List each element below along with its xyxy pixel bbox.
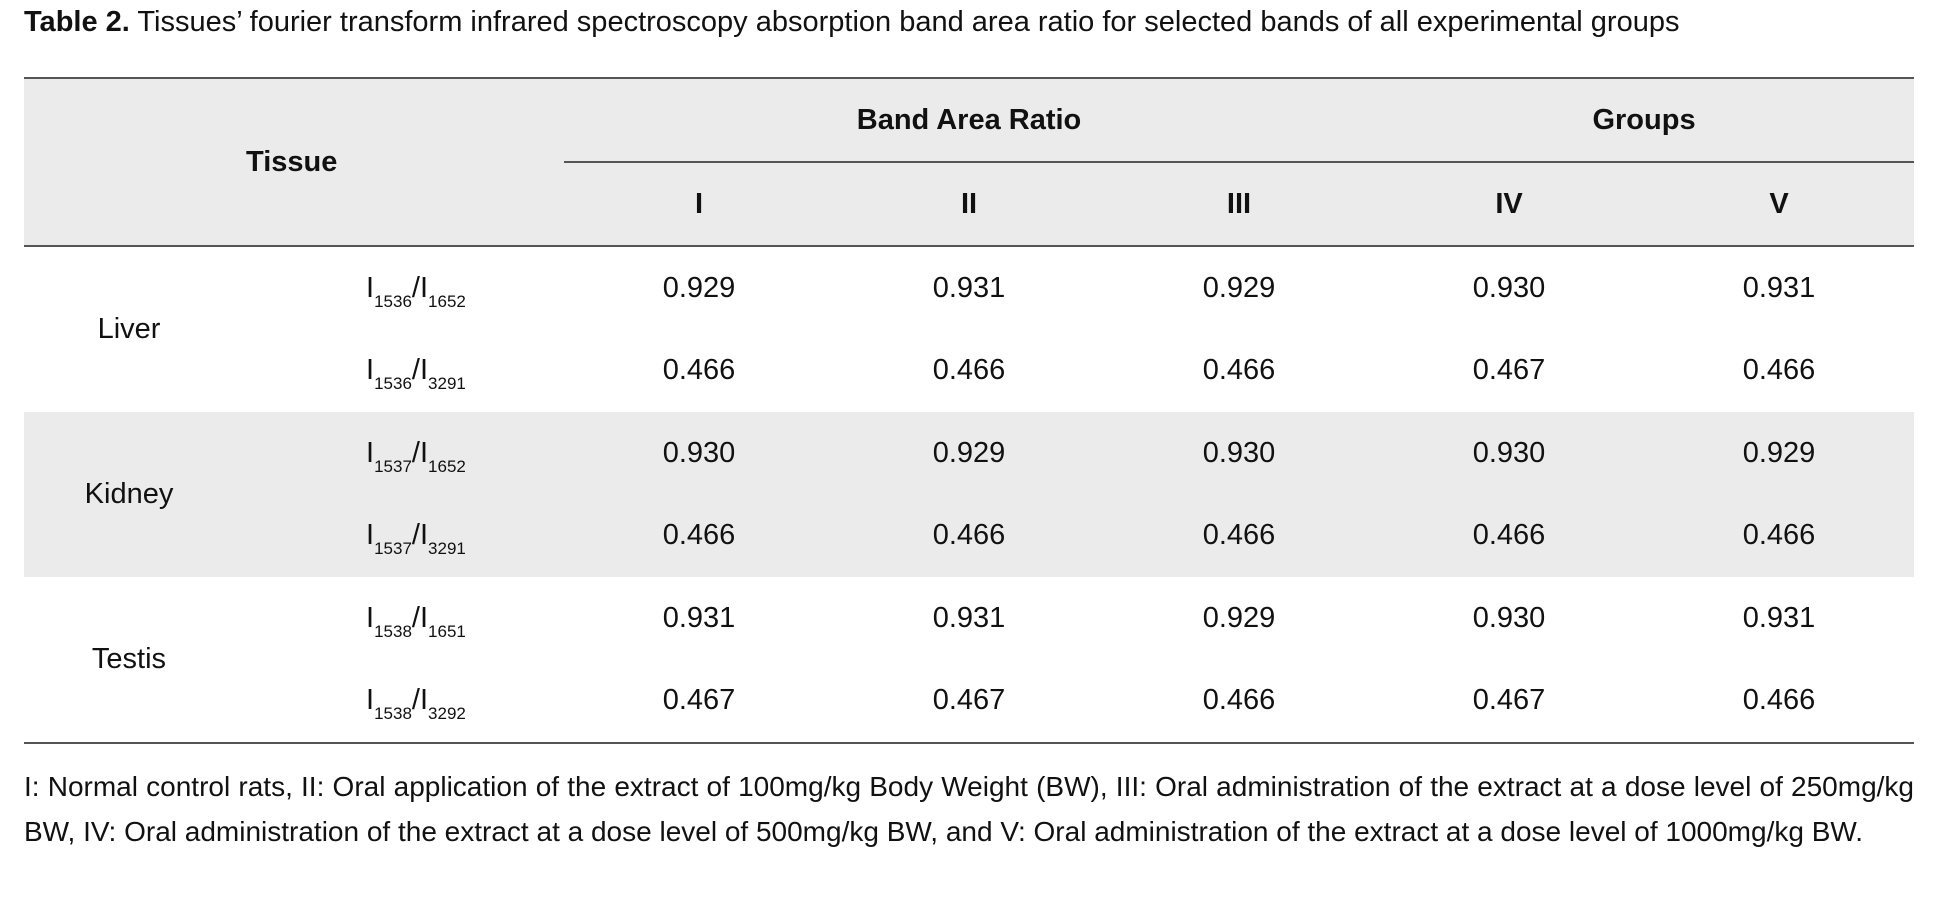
table-row: I1537/I3291 0.466 0.466 0.466 0.466 0.46… <box>24 494 1915 577</box>
value-cell: 0.466 <box>1644 659 1915 744</box>
table-caption: Table 2. Tissues’ fourier transform infr… <box>24 2 1914 42</box>
band-ratio-label: I1537/I3291 <box>234 494 565 577</box>
band-ratio-label: I1537/I1652 <box>234 412 565 495</box>
value-cell: 0.931 <box>1742 601 1816 634</box>
value-cell: 0.931 <box>932 601 1006 634</box>
value-cell: 0.929 <box>1644 412 1915 495</box>
value-cell: 0.467 <box>1374 659 1645 744</box>
value-cell: 0.466 <box>662 354 736 387</box>
table-footnote: I: Normal control rats, II: Oral applica… <box>24 771 1914 847</box>
caption-text: Tissues’ fourier transform infrared spec… <box>129 6 1680 38</box>
band-ratio-label: I1536/I1652 <box>366 271 466 311</box>
header-group-i: I <box>564 162 835 246</box>
tissue-liver: Liver <box>97 313 161 345</box>
value-cell: 0.931 <box>662 601 736 634</box>
value-cell: 0.930 <box>1104 412 1375 495</box>
band-ratio-label: I1536/I3291 <box>366 354 466 394</box>
value-cell: 0.466 <box>1104 659 1375 744</box>
header-groups: Groups <box>1374 78 1915 163</box>
header-tissue: Tissue <box>24 78 565 246</box>
table-row: I1536/I3291 0.466 0.466 0.466 0.467 0.46… <box>24 330 1914 413</box>
tissue-testis: Testis <box>24 577 234 744</box>
value-cell: 0.466 <box>1374 494 1645 577</box>
value-cell: 0.929 <box>662 271 736 304</box>
value-cell: 0.466 <box>932 354 1006 387</box>
data-table: Tissue Band Area Ratio Groups I II III I… <box>24 77 1915 744</box>
table-row: Testis I1538/I1651 0.931 0.931 0.929 0.9… <box>24 577 1914 744</box>
value-cell: 0.931 <box>1742 271 1816 304</box>
header-group-iii: III <box>1104 162 1375 246</box>
value-cell: 0.929 <box>834 412 1105 495</box>
value-cell: 0.931 <box>932 271 1006 304</box>
value-cell: 0.466 <box>564 494 835 577</box>
value-cell: 0.466 <box>1104 494 1375 577</box>
value-cell: 0.466 <box>834 494 1105 577</box>
header-group-ii: II <box>834 162 1105 246</box>
table-row: Liver I1536/I1652 0.929 0.931 0.929 0.93… <box>24 246 1914 345</box>
value-cell: 0.467 <box>1472 354 1546 387</box>
table-row: I1538/I3292 0.467 0.467 0.466 0.467 0.46… <box>24 659 1915 744</box>
header-group-iv: IV <box>1374 162 1645 246</box>
header-group-v: V <box>1644 162 1915 246</box>
table-row: Kidney I1537/I1652 0.930 0.929 0.930 0.9… <box>24 412 1915 577</box>
value-cell: 0.466 <box>1202 354 1276 387</box>
value-cell: 0.929 <box>1202 271 1276 304</box>
value-cell: 0.930 <box>564 412 835 495</box>
band-ratio-label: I1538/I3292 <box>234 659 565 744</box>
value-cell: 0.929 <box>1202 601 1276 634</box>
value-cell: 0.930 <box>1472 601 1546 634</box>
value-cell: 0.930 <box>1374 412 1645 495</box>
value-cell: 0.467 <box>564 659 835 744</box>
value-cell: 0.466 <box>1742 354 1816 387</box>
band-ratio-label: I1538/I1651 <box>366 601 466 641</box>
value-cell: 0.930 <box>1472 271 1546 304</box>
caption-label: Table 2. <box>24 6 130 38</box>
tissue-kidney: Kidney <box>24 412 234 577</box>
header-band-area-ratio: Band Area Ratio <box>564 78 1375 163</box>
value-cell: 0.467 <box>834 659 1105 744</box>
value-cell: 0.466 <box>1644 494 1915 577</box>
